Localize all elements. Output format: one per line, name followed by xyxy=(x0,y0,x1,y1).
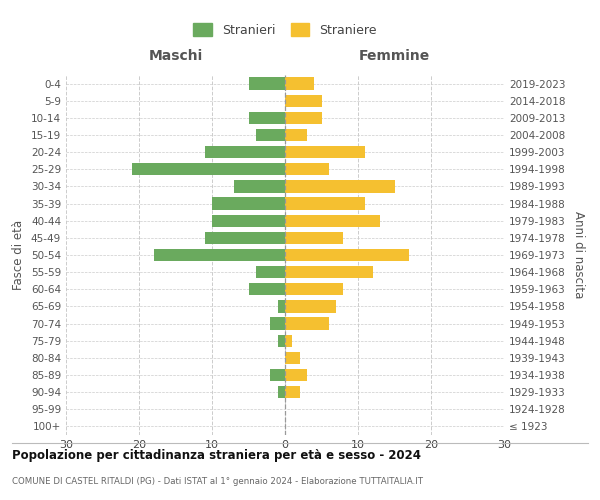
Bar xyxy=(285,112,322,124)
Y-axis label: Fasce di età: Fasce di età xyxy=(13,220,25,290)
Bar xyxy=(285,369,307,381)
Bar xyxy=(278,300,285,312)
Bar xyxy=(205,232,285,244)
Bar xyxy=(285,146,365,158)
Bar xyxy=(248,78,285,90)
Bar xyxy=(285,232,343,244)
Text: Femmine: Femmine xyxy=(359,48,430,62)
Bar xyxy=(285,94,322,107)
Bar xyxy=(248,112,285,124)
Bar xyxy=(256,266,285,278)
Bar xyxy=(132,163,285,175)
Legend: Stranieri, Straniere: Stranieri, Straniere xyxy=(188,18,382,42)
Y-axis label: Anni di nascita: Anni di nascita xyxy=(572,212,585,298)
Bar xyxy=(285,266,373,278)
Bar xyxy=(285,318,329,330)
Bar xyxy=(278,334,285,347)
Text: Popolazione per cittadinanza straniera per età e sesso - 2024: Popolazione per cittadinanza straniera p… xyxy=(12,450,421,462)
Bar xyxy=(278,386,285,398)
Bar xyxy=(271,318,285,330)
Bar xyxy=(285,249,409,261)
Bar xyxy=(285,214,380,227)
Bar xyxy=(285,163,329,175)
Bar xyxy=(154,249,285,261)
Bar xyxy=(285,300,336,312)
Bar xyxy=(285,198,365,209)
Bar xyxy=(248,283,285,296)
Bar xyxy=(212,198,285,209)
Bar xyxy=(285,129,307,141)
Bar xyxy=(234,180,285,192)
Bar xyxy=(285,78,314,90)
Bar xyxy=(285,283,343,296)
Bar xyxy=(212,214,285,227)
Bar xyxy=(285,334,292,347)
Bar xyxy=(256,129,285,141)
Bar xyxy=(285,352,299,364)
Text: Maschi: Maschi xyxy=(148,48,203,62)
Bar xyxy=(271,369,285,381)
Bar xyxy=(285,180,395,192)
Text: COMUNE DI CASTEL RITALDI (PG) - Dati ISTAT al 1° gennaio 2024 - Elaborazione TUT: COMUNE DI CASTEL RITALDI (PG) - Dati IST… xyxy=(12,477,423,486)
Bar xyxy=(205,146,285,158)
Bar xyxy=(285,386,299,398)
